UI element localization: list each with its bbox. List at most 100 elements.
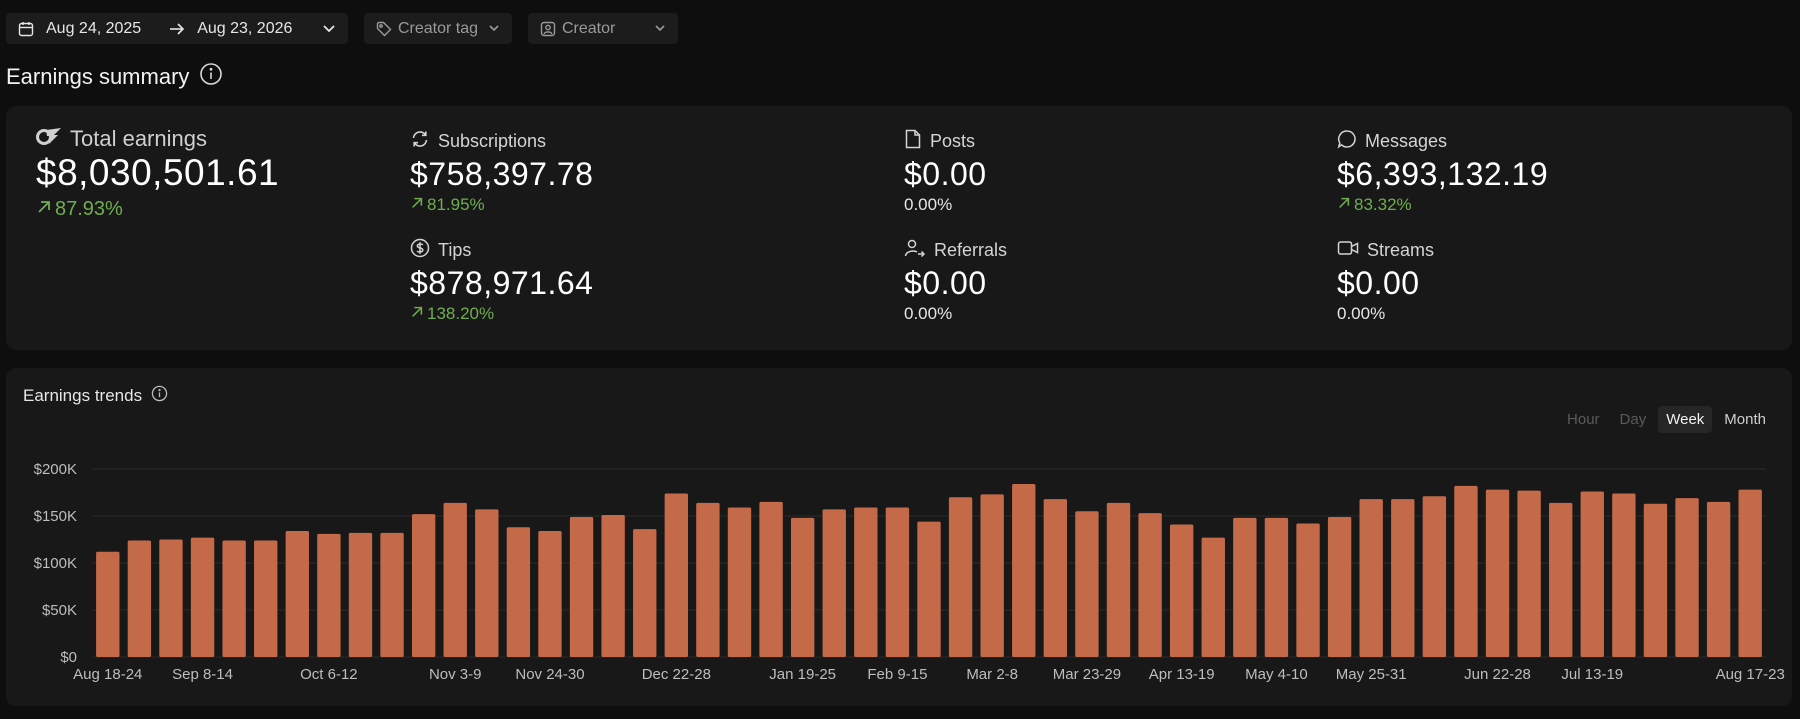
y-tick-label: $150K bbox=[34, 508, 77, 525]
bar bbox=[696, 502, 720, 657]
x-tick-label: May 4-10 bbox=[1245, 666, 1308, 683]
bar bbox=[1233, 517, 1257, 657]
metric-referrals: Referrals $0.00 0.00% bbox=[904, 239, 1007, 324]
metric-value: $0.00 bbox=[904, 265, 987, 301]
metric-streams: Streams $0.00 0.00% bbox=[1337, 239, 1434, 324]
metric-change: 87.93% bbox=[55, 198, 123, 220]
bar bbox=[190, 537, 215, 657]
metric-label: Posts bbox=[930, 130, 976, 151]
x-tick-label: Aug 18-24 bbox=[73, 666, 142, 683]
tag-icon bbox=[376, 21, 392, 37]
metric-value: $0.00 bbox=[904, 156, 987, 192]
bar bbox=[1327, 516, 1352, 657]
bar bbox=[411, 514, 436, 657]
x-tick-label: Jul 13-19 bbox=[1561, 666, 1623, 683]
bar bbox=[980, 494, 1004, 657]
metric-value: $6,393,132.19 bbox=[1337, 156, 1549, 192]
bar bbox=[285, 531, 309, 657]
user-share-icon bbox=[904, 238, 926, 263]
arrow-up-right-icon bbox=[410, 195, 424, 215]
bar bbox=[1169, 524, 1194, 657]
earnings-summary-card: Total earnings $8,030,501.61 87.93% Subs… bbox=[6, 106, 1792, 350]
granularity-month[interactable]: Month bbox=[1724, 411, 1766, 428]
x-tick-label: May 25-31 bbox=[1336, 666, 1407, 683]
chat-bubble-icon bbox=[1337, 129, 1357, 154]
date-start[interactable]: Aug 24, 2025 bbox=[46, 19, 142, 37]
bar bbox=[1580, 491, 1604, 657]
y-tick-label: $200K bbox=[34, 461, 77, 478]
date-range-picker[interactable]: Aug 24, 2025 Aug 23, 2026 bbox=[6, 13, 348, 44]
info-icon[interactable] bbox=[151, 385, 168, 407]
bar bbox=[506, 527, 531, 657]
bar bbox=[538, 531, 562, 657]
metric-value: $0.00 bbox=[1337, 265, 1420, 301]
bar bbox=[1043, 499, 1068, 657]
x-tick-label: Sep 8-14 bbox=[172, 666, 233, 683]
metric-value: $8,030,501.61 bbox=[36, 152, 280, 193]
granularity-hour[interactable]: Hour bbox=[1567, 411, 1600, 428]
bar bbox=[1612, 493, 1636, 657]
metric-subscriptions: Subscriptions $758,397.78 81.95% bbox=[410, 130, 593, 215]
chevron-down-icon bbox=[322, 24, 336, 34]
metric-tips: Tips $878,971.64 138.20% bbox=[410, 238, 594, 324]
bar bbox=[222, 540, 246, 657]
info-icon[interactable] bbox=[199, 62, 223, 92]
bar bbox=[317, 533, 341, 657]
bar bbox=[822, 509, 846, 657]
bar bbox=[1706, 501, 1731, 657]
user-square-icon bbox=[540, 21, 556, 37]
x-tick-label: Apr 13-19 bbox=[1149, 666, 1215, 683]
bar bbox=[790, 517, 815, 657]
metric-change: 81.95% bbox=[427, 195, 485, 214]
x-tick-label: Jan 19-25 bbox=[769, 666, 836, 683]
metric-label: Referrals bbox=[934, 239, 1008, 260]
bar bbox=[1296, 523, 1320, 657]
bar bbox=[254, 540, 278, 657]
x-tick-label: Jun 22-28 bbox=[1464, 666, 1531, 683]
bar bbox=[727, 507, 752, 657]
bar bbox=[633, 529, 657, 657]
video-camera-icon bbox=[1337, 239, 1359, 262]
bar bbox=[1517, 490, 1541, 657]
bar bbox=[569, 516, 594, 657]
bar bbox=[1012, 484, 1036, 657]
x-tick-label: Aug 17-23 bbox=[1716, 666, 1785, 683]
metric-value: $758,397.78 bbox=[410, 156, 594, 192]
bar bbox=[917, 521, 941, 657]
granularity-week[interactable]: Week bbox=[1658, 406, 1713, 433]
metric-value: $878,971.64 bbox=[410, 265, 594, 301]
y-tick-label: $50K bbox=[42, 602, 77, 619]
section-title: Earnings summary bbox=[6, 64, 190, 89]
creator-tag-label: Creator tag bbox=[398, 19, 479, 37]
metric-label: Streams bbox=[1367, 239, 1435, 260]
bar bbox=[96, 551, 120, 657]
creator-tag-select[interactable]: Creator tag bbox=[364, 13, 512, 44]
x-tick-label: Nov 24-30 bbox=[515, 666, 584, 683]
bar bbox=[1264, 517, 1289, 657]
bar bbox=[1454, 485, 1478, 657]
dollar-circle-icon bbox=[410, 238, 430, 263]
earnings-bar-chart: $0 $50K $100K $150K $200K Aug 18-24 Sep 8-14 Oc… bbox=[34, 461, 1785, 683]
x-tick-label: Mar 2-8 bbox=[966, 666, 1018, 683]
metric-label: Subscriptions bbox=[438, 130, 547, 151]
bar bbox=[1391, 499, 1415, 657]
x-tick-label: Dec 22-28 bbox=[642, 666, 711, 683]
bar bbox=[475, 509, 499, 657]
bar bbox=[1201, 537, 1225, 657]
bar bbox=[159, 539, 183, 657]
bar bbox=[1359, 499, 1383, 657]
brand-logo-icon bbox=[36, 126, 62, 152]
bar bbox=[885, 507, 910, 657]
bar bbox=[664, 493, 689, 657]
date-end[interactable]: Aug 23, 2026 bbox=[197, 19, 293, 37]
metric-label: Messages bbox=[1365, 130, 1448, 151]
granularity-day[interactable]: Day bbox=[1619, 411, 1647, 428]
bar bbox=[1138, 513, 1162, 657]
x-tick-label: Feb 9-15 bbox=[867, 666, 927, 683]
earnings-summary-heading: Earnings summary bbox=[6, 62, 223, 92]
creator-select[interactable]: Creator bbox=[528, 13, 678, 44]
bar bbox=[348, 532, 373, 657]
metric-change: 0.00% bbox=[904, 195, 953, 214]
earnings-trends-heading: Earnings trends bbox=[23, 385, 168, 407]
bar bbox=[1549, 502, 1573, 657]
